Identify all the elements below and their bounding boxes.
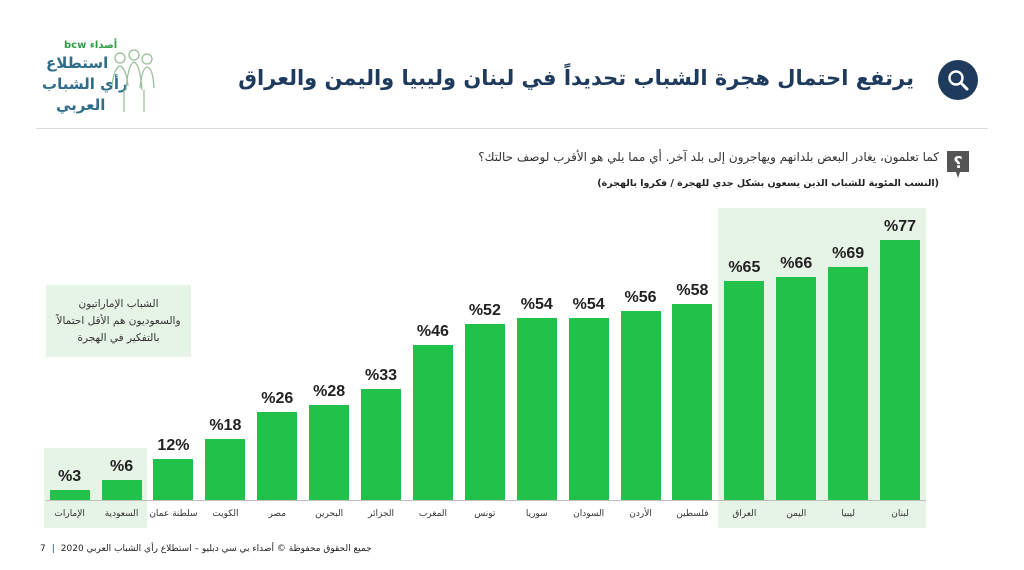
- bar-value-label: 12%: [157, 437, 190, 455]
- category-label: سوريا: [525, 509, 548, 519]
- category-label: تونس: [474, 509, 496, 519]
- bar-value-label: %3: [58, 467, 82, 485]
- logo: bcw أصداء استطلاع رأي الشباب العربي: [38, 40, 158, 124]
- bar-value-label: %6: [109, 457, 134, 475]
- bar-value-label: %65: [728, 258, 761, 276]
- bar: [880, 240, 921, 500]
- category-label: المغرب: [418, 509, 448, 519]
- bar: [828, 267, 869, 500]
- category-label: سلطنة عمان: [149, 509, 198, 519]
- footer-text: جميع الحقوق محفوظة © أصداء بي سي دبليو –…: [60, 544, 372, 554]
- bar-value-label: %28: [313, 383, 346, 401]
- chart-baseline: [46, 500, 926, 501]
- logo-figures-icon: [111, 49, 155, 112]
- callout-text: الشباب الإماراتيون والسعوديون هم الأقل ا…: [56, 297, 181, 344]
- bar-value-label: %54: [572, 295, 605, 313]
- bar-value-label: %77: [884, 218, 917, 235]
- category-label: الكويت: [212, 509, 239, 519]
- bar: [568, 317, 609, 500]
- bar: [309, 405, 350, 500]
- bar: [205, 439, 246, 500]
- category-label: اليمن: [786, 509, 807, 519]
- category-label: مصر: [268, 509, 287, 519]
- category-label: السودان: [573, 509, 605, 519]
- bar: [153, 459, 194, 500]
- bar-value-label: %52: [468, 302, 501, 320]
- question-icon: ؟: [946, 150, 970, 180]
- bar-value-label: %26: [261, 390, 294, 408]
- bar-value-label: %66: [780, 255, 813, 273]
- category-label: البحرين: [315, 509, 344, 519]
- category-label: فلسطين: [676, 509, 709, 519]
- logo-line-3: العربي: [56, 96, 106, 114]
- bar-value-label: %33: [365, 366, 398, 384]
- svg-text:؟: ؟: [953, 153, 962, 172]
- bar-value-label: %69: [832, 245, 865, 262]
- footer: 7 | جميع الحقوق محفوظة © أصداء بي سي دبليو…: [40, 544, 372, 554]
- bar: [101, 479, 142, 500]
- bar: [516, 317, 557, 500]
- callout-box: الشباب الإماراتيون والسعوديون هم الأقل ا…: [46, 285, 191, 357]
- bar: [620, 310, 661, 500]
- bar-value-label: %54: [520, 295, 553, 313]
- header-divider: [36, 128, 988, 129]
- bar: [776, 277, 817, 500]
- bar: [672, 304, 713, 500]
- question-text: كما تعلمون، يغادر البعض بلدانهم ويهاجرون…: [478, 150, 939, 164]
- bar: [464, 324, 505, 500]
- logo-line-2: رأي الشباب: [42, 75, 128, 93]
- bar: [49, 489, 90, 500]
- category-label: العراق: [732, 509, 757, 519]
- question-subtitle: (النسب المئوية للشباب الذين يسعون بشكل ج…: [597, 178, 939, 189]
- category-label: ليبيا: [841, 509, 855, 519]
- category-label: الأردن: [629, 509, 652, 519]
- bar-value-label: %46: [416, 322, 449, 340]
- bar-value-label: %18: [209, 417, 242, 435]
- bar: [724, 280, 765, 500]
- page-number: 7: [40, 544, 46, 554]
- category-label: الإمارات: [54, 509, 85, 519]
- category-label: الجزائر: [368, 509, 395, 519]
- bar-value-label: %58: [676, 282, 709, 300]
- logo-brand: bcw أصداء: [64, 40, 118, 51]
- category-label: السعودية: [104, 509, 139, 519]
- page-title: يرتفع احتمال هجرة الشباب تحديداً في لبنا…: [238, 66, 914, 90]
- category-label: لبنان: [891, 509, 909, 519]
- bar: [412, 344, 453, 500]
- bar: [361, 388, 402, 500]
- bar-value-label: %56: [624, 288, 657, 306]
- search-icon: [938, 60, 978, 100]
- logo-line-1: استطلاع: [46, 54, 109, 72]
- bar: [257, 412, 298, 500]
